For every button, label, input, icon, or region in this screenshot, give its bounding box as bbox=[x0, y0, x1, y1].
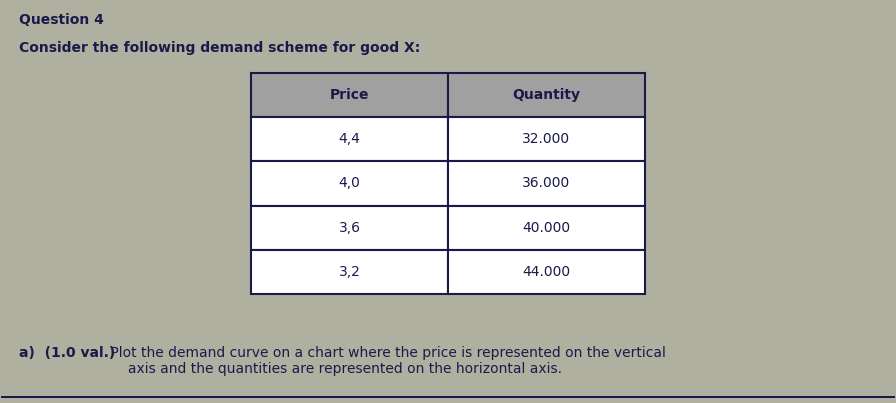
Text: 32.000: 32.000 bbox=[522, 133, 571, 146]
Bar bbox=[448, 249, 644, 293]
Bar bbox=[448, 117, 644, 162]
Bar bbox=[448, 206, 644, 249]
Bar bbox=[252, 73, 448, 117]
Bar bbox=[252, 162, 448, 206]
Text: Price: Price bbox=[330, 88, 369, 102]
Text: 3,6: 3,6 bbox=[339, 220, 361, 235]
Bar bbox=[252, 249, 448, 293]
Text: Quantity: Quantity bbox=[513, 88, 581, 102]
Text: Consider the following demand scheme for good X:: Consider the following demand scheme for… bbox=[19, 42, 420, 55]
Text: 4,4: 4,4 bbox=[339, 133, 361, 146]
Text: 36.000: 36.000 bbox=[522, 177, 571, 191]
Text: Question 4: Question 4 bbox=[19, 13, 104, 27]
Text: 44.000: 44.000 bbox=[522, 264, 571, 278]
Text: 40.000: 40.000 bbox=[522, 220, 571, 235]
Bar bbox=[252, 206, 448, 249]
Text: Plot the demand curve on a chart where the price is represented on the vertical
: Plot the demand curve on a chart where t… bbox=[106, 346, 666, 376]
Text: 3,2: 3,2 bbox=[339, 264, 361, 278]
Bar bbox=[448, 162, 644, 206]
Bar bbox=[2, 396, 894, 398]
Text: a)  (1.0 val.): a) (1.0 val.) bbox=[19, 346, 116, 359]
Text: 4,0: 4,0 bbox=[339, 177, 361, 191]
Bar bbox=[252, 117, 448, 162]
Bar bbox=[448, 73, 644, 117]
